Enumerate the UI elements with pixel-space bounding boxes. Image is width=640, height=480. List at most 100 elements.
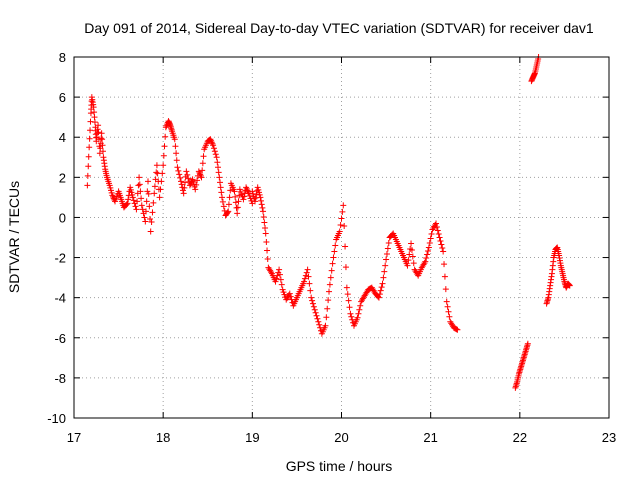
y-tick-label: 0: [59, 210, 66, 225]
data-point-interp: [212, 151, 219, 158]
data-point: [145, 178, 152, 185]
data-point-interp: [138, 195, 145, 202]
data-point: [336, 228, 343, 235]
data-point-interp: [453, 326, 460, 333]
data-point: [340, 202, 347, 209]
data-point-interp: [255, 186, 262, 193]
data-point-interp: [99, 148, 106, 155]
data-point: [156, 194, 163, 201]
x-tick-label: 23: [602, 430, 616, 445]
data-point-interp: [234, 204, 241, 211]
data-point: [279, 286, 286, 293]
data-point-interp: [310, 303, 317, 310]
data-point-interp: [303, 269, 310, 276]
data-point-interp: [442, 286, 449, 293]
data-point-interp: [260, 213, 267, 220]
data-point-interp: [261, 219, 268, 226]
data-point-interp: [380, 274, 387, 281]
data-point-interp: [181, 184, 188, 191]
data-point-interp: [316, 321, 323, 328]
data-point-interp: [176, 171, 183, 178]
data-point-interp: [438, 241, 445, 248]
data-point-interp: [99, 136, 106, 143]
data-point-interp: [173, 150, 180, 157]
data-point-interp: [177, 174, 184, 181]
data-point-interp: [287, 293, 294, 300]
y-axis-ticks: -10 -8 -6 -4 -2 0 2 4 6 8: [47, 50, 609, 426]
data-point-interp: [91, 119, 98, 126]
data-point-interp: [326, 281, 333, 288]
data-point-interp: [159, 170, 166, 177]
data-point-interp: [182, 179, 189, 186]
data-point-interp: [263, 239, 270, 246]
data-point-interp: [215, 169, 222, 176]
data-point: [252, 198, 259, 205]
data-point-interp: [87, 118, 94, 125]
data-point-interp: [200, 153, 207, 160]
data-point: [124, 200, 131, 207]
x-tick-label: 20: [334, 430, 348, 445]
data-point-interp: [355, 310, 362, 317]
data-point-interp: [86, 135, 93, 142]
data-point: [322, 322, 329, 329]
data-point: [84, 182, 91, 189]
y-tick-label: -8: [54, 371, 66, 386]
data-point: [127, 184, 134, 191]
data-point-interp: [151, 183, 158, 190]
data-point-interp: [264, 247, 271, 254]
y-tick-label: 6: [59, 90, 66, 105]
data-point: [425, 244, 432, 251]
data-point-interp: [149, 209, 156, 216]
data-point-interp: [433, 223, 440, 230]
y-tick-label: -4: [54, 291, 66, 306]
data-point: [422, 258, 429, 265]
data-point: [311, 306, 318, 313]
data-point: [147, 228, 154, 235]
data-point: [245, 190, 252, 197]
data-point-interp: [384, 245, 391, 252]
data-point-interp: [219, 198, 226, 205]
data-point-interp: [130, 197, 137, 204]
data-point-interp: [281, 291, 288, 298]
data-point-interp: [346, 304, 353, 311]
data-point-interp: [381, 268, 388, 275]
data-point: [304, 266, 311, 273]
data-point-interp: [428, 230, 435, 237]
data-point: [231, 188, 238, 195]
data-point-interp: [139, 206, 146, 213]
data-point-interp: [85, 153, 92, 160]
data-point-interp: [348, 313, 355, 320]
data-point-interp: [256, 189, 263, 196]
data-point: [329, 260, 336, 267]
data-point: [286, 290, 293, 297]
data-point: [174, 164, 181, 171]
data-point: [153, 162, 160, 169]
y-tick-label: 2: [59, 170, 66, 185]
data-point-interp: [423, 255, 430, 262]
data-point: [171, 136, 178, 143]
data-point-interp: [161, 143, 168, 150]
data-point-interp: [331, 248, 338, 255]
data-point-interp: [434, 227, 441, 234]
data-point-interp: [258, 201, 265, 208]
data-point-interp: [160, 152, 167, 159]
data-point: [436, 234, 443, 241]
data-point-interp: [305, 273, 312, 280]
data-point-interp: [99, 142, 106, 149]
data-point-interp: [330, 254, 337, 261]
data-point-interp: [406, 251, 413, 258]
y-axis-title: SDTVAR / TECUs: [6, 181, 22, 293]
data-point-interp: [280, 289, 287, 296]
data-point-interp: [232, 199, 239, 206]
data-point-interp: [232, 193, 239, 200]
data-point: [240, 196, 247, 203]
data-point-interp: [199, 160, 206, 167]
data-point-interp: [408, 247, 415, 254]
data-point: [213, 154, 220, 161]
data-point-interp: [306, 280, 313, 287]
x-tick-label: 19: [245, 430, 259, 445]
data-point: [129, 194, 136, 201]
data-point-interp: [227, 187, 234, 194]
data-point-interp: [210, 145, 217, 152]
data-point-interp: [332, 242, 339, 249]
